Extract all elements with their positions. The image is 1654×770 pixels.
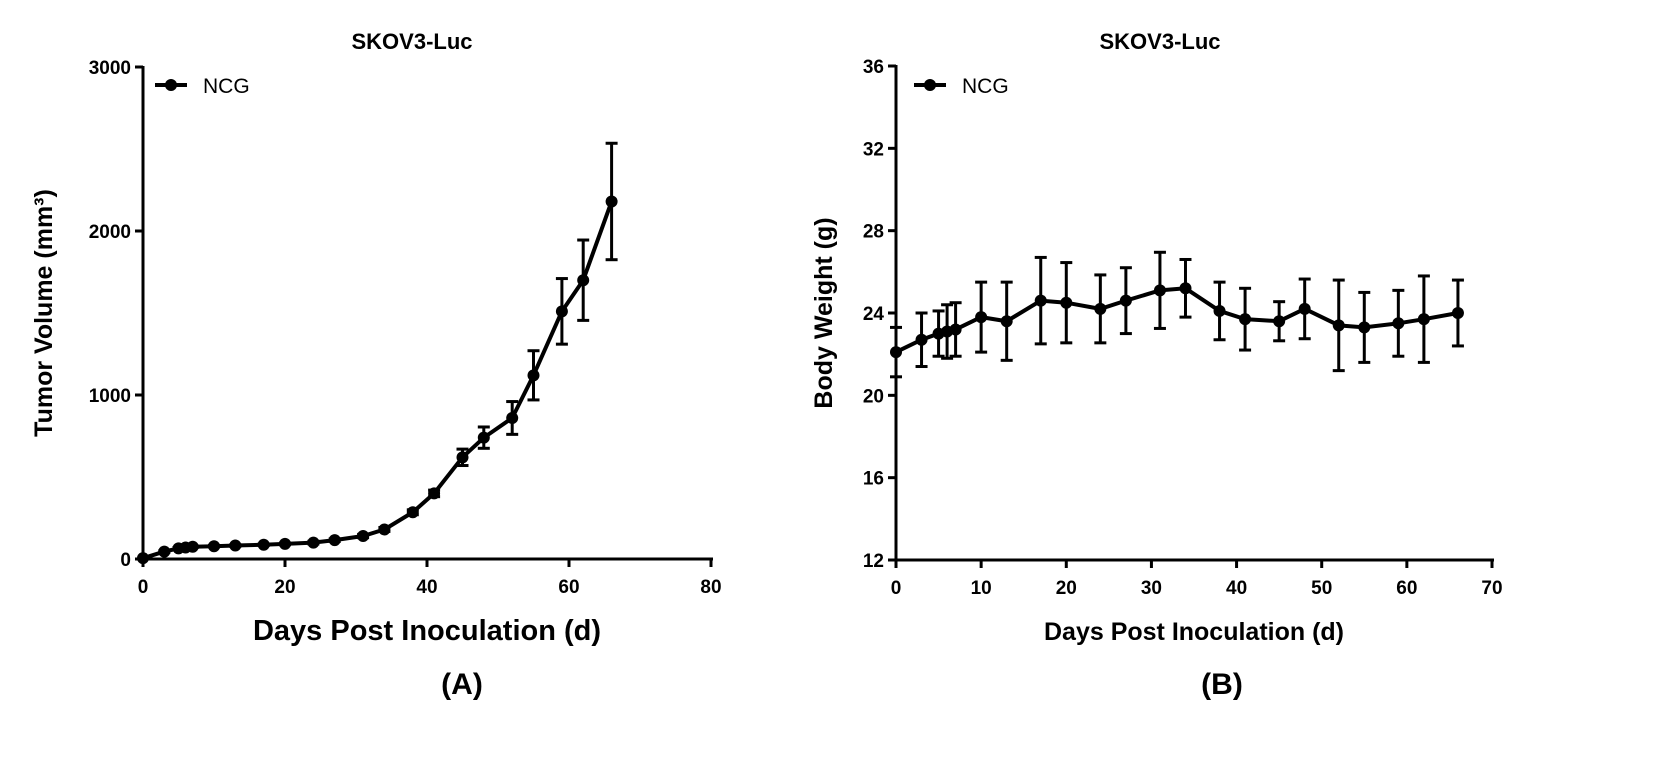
chart-panel-1: SKOV3-Luc 0 20 40 60 80 0 1000 2000 3000 Days Post…: [30, 29, 722, 701]
y-tick-label: 20: [863, 386, 884, 407]
data-point: [229, 539, 242, 552]
data-point: [328, 534, 341, 547]
chart-title: SKOV3-Luc: [351, 29, 472, 54]
data-point: [1034, 294, 1047, 307]
data-point: [186, 540, 199, 553]
data-point: [1119, 294, 1132, 307]
panel-label: (A): [441, 668, 483, 701]
data-point: [1060, 296, 1073, 309]
x-tick-label: 50: [1311, 578, 1332, 599]
data-point: [605, 195, 618, 208]
data-point: [506, 411, 519, 424]
y-tick-label: 32: [863, 139, 884, 160]
legend-label: NCG: [962, 75, 1009, 98]
data-point: [158, 545, 171, 558]
data-point: [378, 523, 391, 536]
chart-title: SKOV3-Luc: [1099, 29, 1220, 54]
x-tick-label: 20: [1056, 578, 1077, 599]
data-point: [1000, 315, 1013, 328]
data-point: [137, 552, 149, 565]
data-point: [1213, 304, 1226, 317]
x-tick-label: 0: [891, 578, 902, 599]
x-tick-label: 40: [416, 577, 437, 598]
y-tick-label: 1000: [89, 386, 131, 407]
data-point: [357, 530, 370, 543]
legend-label: NCG: [203, 75, 250, 98]
x-tick-label: 30: [1141, 578, 1162, 599]
data-point: [1358, 321, 1371, 334]
x-tick-label: 70: [1481, 578, 1502, 599]
legend-marker: [165, 79, 177, 91]
legend: NCG: [914, 75, 1009, 98]
data-point: [307, 536, 320, 549]
data-point: [1239, 313, 1252, 326]
x-axis-label: Days Post Inoculation (d): [253, 615, 601, 647]
data-point: [456, 451, 469, 464]
x-tick-label: 60: [558, 577, 579, 598]
data-point: [577, 274, 590, 287]
data-point: [975, 311, 988, 324]
x-tick-label: 10: [971, 578, 992, 599]
x-tick-label: 80: [700, 577, 721, 598]
data-point: [1179, 282, 1192, 295]
data-point: [257, 538, 270, 551]
y-tick-label: 0: [120, 550, 131, 571]
series-line: [142, 200, 614, 561]
data-point: [555, 305, 568, 318]
y-tick-label: 12: [863, 551, 884, 572]
data-point: [1392, 317, 1405, 330]
data-point: [915, 333, 928, 346]
data-point: [527, 369, 540, 382]
chart-panel-2: SKOV3-Luc 0 10 20 30 40 50 60 70 12 16 20 24 28 32 36 Da…: [810, 29, 1503, 701]
y-tick-label: 24: [863, 304, 885, 325]
panel-label: (B): [1201, 668, 1243, 701]
data-point: [890, 346, 902, 359]
data-point: [949, 323, 962, 336]
data-point: [208, 540, 220, 553]
data-point: [1094, 302, 1107, 315]
data-point: [1153, 284, 1166, 297]
y-tick-label: 3000: [89, 58, 131, 79]
y-tick-label: 16: [863, 469, 884, 490]
data-point: [279, 537, 291, 550]
data-point: [1451, 307, 1464, 319]
data-point: [1417, 313, 1430, 326]
data-point: [1273, 315, 1286, 328]
y-tick-label: 2000: [89, 222, 131, 243]
data-point: [428, 487, 441, 500]
data-point: [1332, 319, 1345, 332]
y-tick-label: 36: [863, 57, 884, 78]
x-tick-label: 40: [1226, 578, 1247, 599]
data-point: [477, 431, 490, 444]
x-tick-label: 20: [274, 577, 295, 598]
y-tick-label: 28: [863, 222, 884, 243]
legend: NCG: [155, 75, 250, 98]
data-point: [1298, 302, 1311, 315]
x-tick-label: 0: [138, 577, 149, 598]
data-point: [406, 506, 419, 519]
legend-marker: [924, 79, 936, 91]
y-axis-label: Tumor Volume (mm³): [30, 189, 58, 437]
x-axis-label: Days Post Inoculation (d): [1044, 618, 1344, 646]
y-axis-label: Body Weight (g): [810, 217, 838, 408]
x-tick-label: 60: [1396, 578, 1417, 599]
